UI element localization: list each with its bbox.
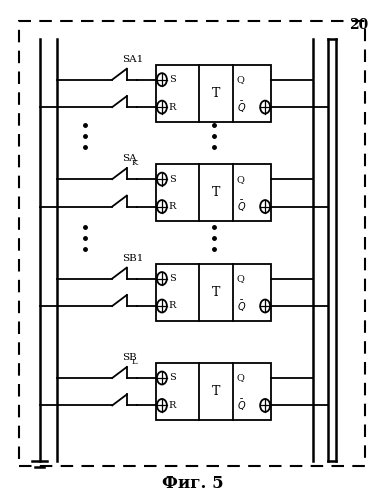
Text: T: T — [212, 385, 220, 398]
Text: T: T — [212, 87, 220, 100]
Text: $\bar{Q}$: $\bar{Q}$ — [237, 398, 246, 413]
Text: R: R — [169, 102, 176, 112]
Text: Фиг. 5: Фиг. 5 — [162, 475, 223, 492]
Text: SB1: SB1 — [122, 254, 143, 262]
Text: L: L — [132, 358, 137, 366]
Text: S: S — [169, 174, 176, 184]
Text: S: S — [169, 274, 176, 283]
Text: $\bar{Q}$: $\bar{Q}$ — [237, 100, 246, 114]
Text: SA: SA — [122, 154, 136, 163]
Text: 20: 20 — [349, 18, 368, 32]
Bar — [18, 22, 365, 466]
Text: Q: Q — [237, 174, 245, 184]
Text: Q: Q — [237, 274, 245, 283]
Bar — [156, 363, 271, 420]
Text: Q: Q — [237, 374, 245, 382]
Text: T: T — [212, 186, 220, 200]
Text: SB: SB — [122, 353, 137, 362]
Text: S: S — [169, 374, 176, 382]
Text: Q: Q — [237, 75, 245, 84]
Text: SA1: SA1 — [122, 54, 143, 64]
Text: S: S — [169, 75, 176, 84]
Text: R: R — [169, 401, 176, 410]
Text: $\bar{Q}$: $\bar{Q}$ — [237, 298, 246, 314]
Text: R: R — [169, 202, 176, 211]
Text: T: T — [212, 286, 220, 299]
Text: K: K — [132, 159, 138, 167]
Bar — [156, 164, 271, 222]
Bar — [156, 264, 271, 321]
Text: $\bar{Q}$: $\bar{Q}$ — [237, 199, 246, 214]
Bar — [156, 65, 271, 122]
Text: R: R — [169, 302, 176, 310]
